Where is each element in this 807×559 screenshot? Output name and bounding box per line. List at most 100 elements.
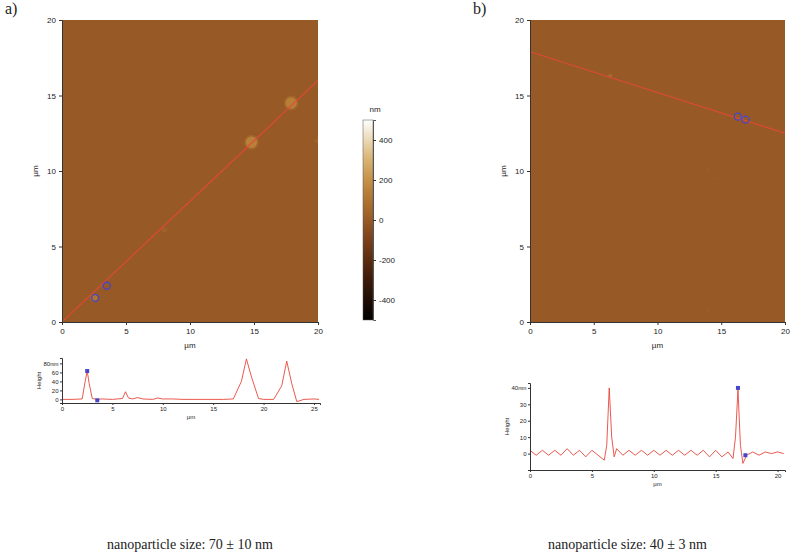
tick-label: 0 <box>528 327 533 336</box>
axis-line <box>527 21 531 323</box>
tick: 20 <box>520 418 530 424</box>
particle-halo <box>706 307 711 312</box>
tick-mark <box>527 96 530 97</box>
tick-label: 5 <box>591 473 595 479</box>
tick-label: 400 <box>379 136 393 145</box>
tick: 10 <box>47 167 62 176</box>
tick-mark <box>60 372 62 373</box>
tick: 10 <box>515 167 530 176</box>
tick-mark <box>59 20 62 21</box>
tick: 20 <box>47 16 62 25</box>
tick-label: 0 <box>379 216 384 225</box>
panel-label: b) <box>473 0 486 18</box>
caption: nanoparticle size: 70 ± 10 nm <box>107 537 273 552</box>
tick: 10 <box>520 435 530 441</box>
tick-label: 40nm <box>511 385 526 391</box>
profile-line <box>530 52 785 134</box>
tick-label: 5 <box>111 406 115 412</box>
figure: 0510152005101520µmµma)nanoparticle size:… <box>0 0 807 559</box>
tick-label: 20 <box>47 16 56 25</box>
tick-label: -200 <box>379 256 396 265</box>
tick: 15 <box>713 470 720 479</box>
profile-panel: 05101520010203040nmµmHeight <box>504 384 786 488</box>
y-axis-title: µm <box>499 165 508 177</box>
particle <box>713 177 716 180</box>
axis-line <box>60 359 63 404</box>
x-axis-title: µm <box>653 481 661 487</box>
tick-label: 15 <box>717 327 726 336</box>
tick-mark <box>190 322 191 325</box>
tick: 0 <box>529 470 533 479</box>
tick-mark <box>318 322 319 325</box>
tick-label: 0 <box>523 451 527 457</box>
tick-label: 20 <box>52 388 59 394</box>
tick-mark <box>527 322 530 323</box>
y-axis: 05101520 <box>47 16 62 327</box>
tick-label: 20 <box>515 16 524 25</box>
colorbar-scale <box>363 120 373 320</box>
x-axis-title: µm <box>652 341 664 350</box>
tick-label: 0 <box>520 318 525 327</box>
axis-line <box>531 471 786 473</box>
height-profile <box>530 388 784 464</box>
axis-line <box>531 323 786 326</box>
axis-line <box>59 21 63 323</box>
tick-label: 0 <box>60 327 65 336</box>
tick-label: 0 <box>52 318 57 327</box>
x-axis: 05101520 <box>529 470 786 479</box>
cursor-marker <box>743 453 747 457</box>
tick-mark <box>60 390 62 391</box>
tick-mark <box>594 322 595 325</box>
tick-label: 10 <box>651 473 658 479</box>
tick-mark <box>112 403 113 405</box>
tick-label: 10 <box>654 327 663 336</box>
cursor-marker <box>742 116 749 123</box>
tick-mark <box>527 20 530 21</box>
axis-line <box>63 323 319 326</box>
tick-mark <box>163 403 164 405</box>
tick-mark <box>721 322 722 325</box>
tick: 60 <box>52 370 62 376</box>
tick: 20 <box>314 322 323 336</box>
tick-label: 10 <box>160 406 167 412</box>
tick-mark <box>314 403 315 405</box>
cursor-marker <box>95 398 99 402</box>
tick-label: 30 <box>520 402 527 408</box>
tick-label: 10 <box>186 327 195 336</box>
tick-label: 80nm <box>43 361 58 367</box>
particle-halo <box>706 167 711 172</box>
caption: nanoparticle size: 40 ± 3 nm <box>548 537 707 552</box>
x-axis: 05101520 <box>60 322 323 336</box>
tick-mark <box>785 322 786 325</box>
y-axis: 0 20 40 60 80nm <box>43 359 62 404</box>
surface <box>530 20 785 322</box>
tick: 15 <box>515 92 530 101</box>
tick-label: 15 <box>47 92 56 101</box>
tick: 0 <box>60 322 65 336</box>
particle-halo <box>314 138 318 143</box>
cursor-marker <box>734 113 741 120</box>
particle <box>707 168 711 172</box>
cursor-marker <box>85 369 89 373</box>
tick: 10 <box>654 322 663 336</box>
tick: 5 <box>111 403 115 412</box>
tick-mark <box>59 322 62 323</box>
tick: 40 <box>52 379 62 385</box>
tick-mark <box>654 470 655 472</box>
tick: -400 <box>373 296 396 305</box>
tick-mark <box>528 454 530 455</box>
cursor-marker <box>736 386 740 390</box>
tick-mark <box>528 388 530 389</box>
tick-label: 20 <box>520 418 527 424</box>
tick-label: 5 <box>592 327 597 336</box>
tick: 0 <box>528 322 533 336</box>
tick: 0 <box>520 318 530 327</box>
tick-label: 15 <box>250 327 259 336</box>
tick: 30 <box>520 402 530 408</box>
tick: 20 <box>261 403 268 412</box>
surface <box>62 20 318 322</box>
tick-label: 15 <box>210 406 217 412</box>
tick: 20 <box>781 322 790 336</box>
tick: 0 <box>55 397 62 403</box>
cursor-marker <box>103 282 110 289</box>
